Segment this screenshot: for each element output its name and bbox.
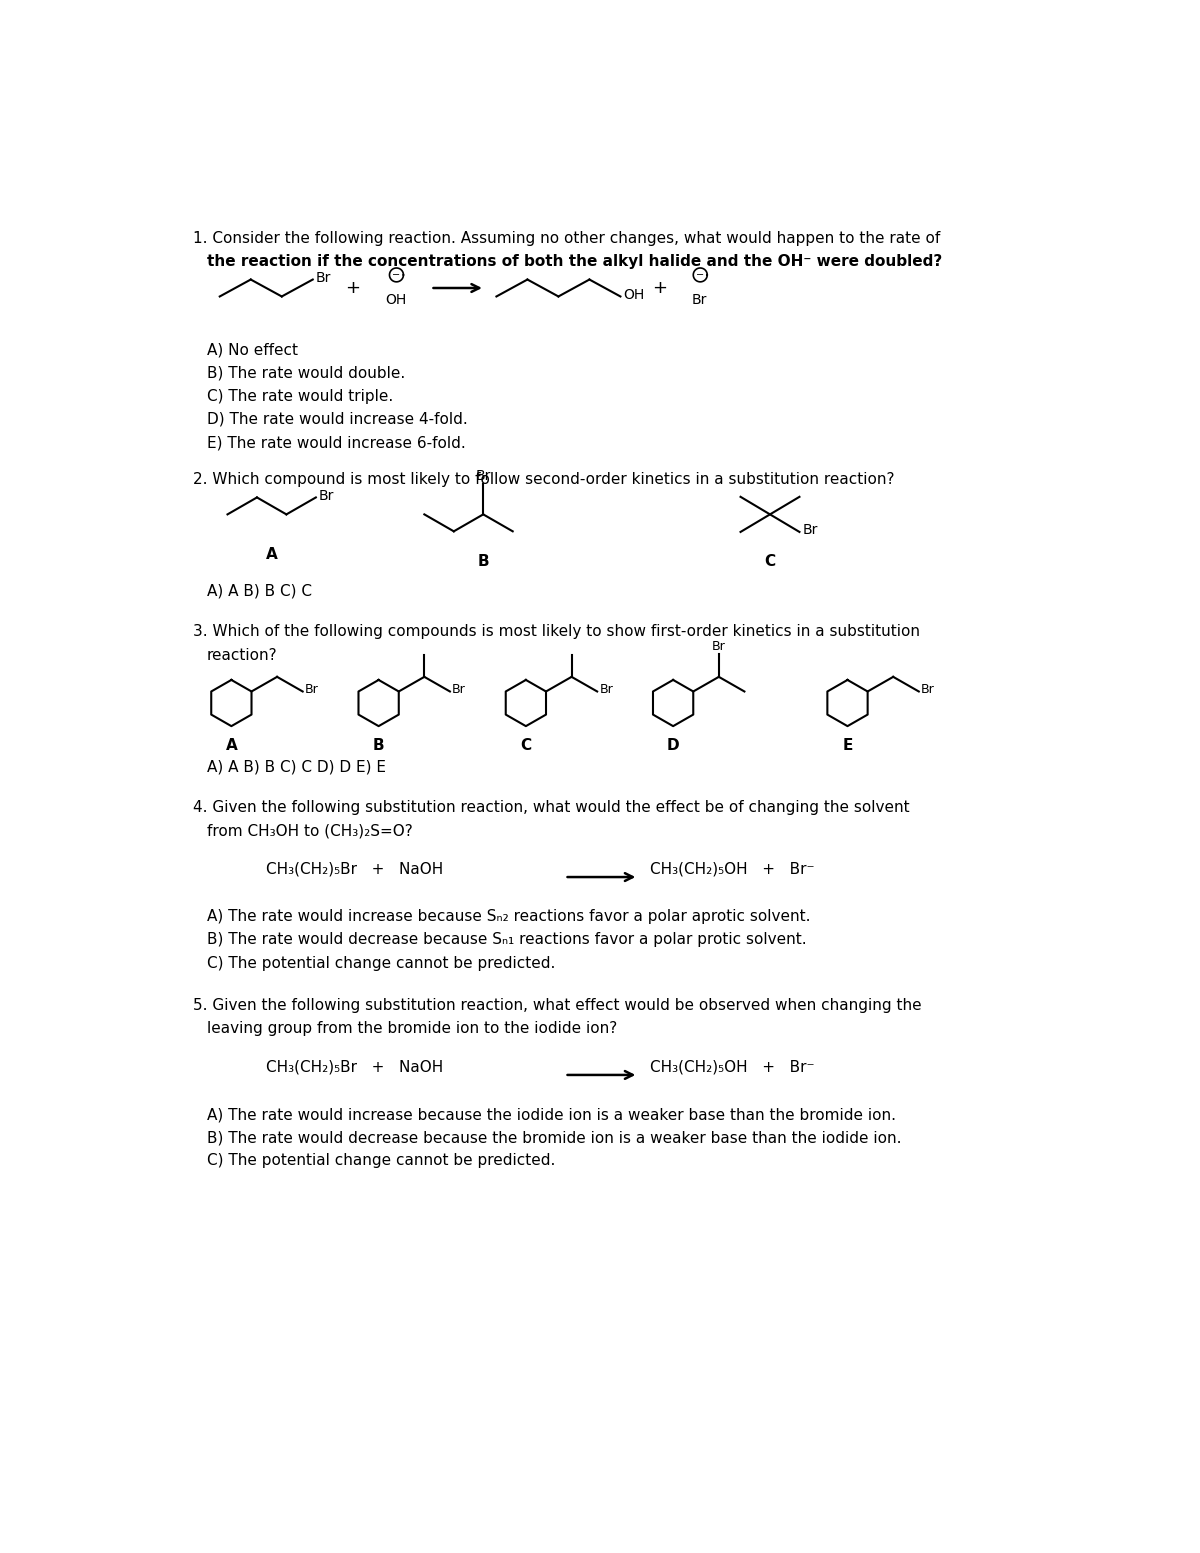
Text: Br: Br	[922, 683, 935, 696]
Text: C) The potential change cannot be predicted.: C) The potential change cannot be predic…	[206, 955, 554, 971]
Text: A) The rate would increase because the iodide ion is a weaker base than the brom: A) The rate would increase because the i…	[206, 1107, 895, 1123]
Text: B: B	[478, 554, 490, 570]
Text: from CH₃OH to (CH₃)₂S=O?: from CH₃OH to (CH₃)₂S=O?	[206, 823, 413, 839]
Text: CH₃(CH₂)₅Br   +   NaOH: CH₃(CH₂)₅Br + NaOH	[266, 1059, 444, 1075]
Text: 1. Consider the following reaction. Assuming no other changes, what would happen: 1. Consider the following reaction. Assu…	[193, 231, 940, 245]
Text: CH₃(CH₂)₅OH   +   Br⁻: CH₃(CH₂)₅OH + Br⁻	[650, 862, 815, 877]
Text: D: D	[667, 738, 679, 753]
Text: reaction?: reaction?	[206, 648, 277, 663]
Text: Br: Br	[712, 640, 726, 652]
Text: A) A B) B C) C D) D E) E: A) A B) B C) C D) D E) E	[206, 759, 385, 775]
Text: B: B	[373, 738, 384, 753]
Text: Br: Br	[475, 469, 491, 483]
Text: Br: Br	[305, 683, 319, 696]
Text: 3. Which of the following compounds is most likely to show first-order kinetics : 3. Which of the following compounds is m…	[193, 624, 919, 640]
Text: D) The rate would increase 4-fold.: D) The rate would increase 4-fold.	[206, 412, 467, 427]
Text: C: C	[521, 738, 532, 753]
Text: C) The rate would triple.: C) The rate would triple.	[206, 388, 392, 404]
Text: Br: Br	[600, 683, 613, 696]
Text: OH: OH	[624, 287, 644, 301]
Text: the reaction if the concentrations of both the alkyl halide and the OH⁻ were dou: the reaction if the concentrations of bo…	[206, 255, 942, 269]
Text: A) No effect: A) No effect	[206, 343, 298, 357]
Text: C: C	[764, 554, 775, 570]
Text: B) The rate would decrease because the bromide ion is a weaker base than the iod: B) The rate would decrease because the b…	[206, 1131, 901, 1146]
Text: A) The rate would increase because Sₙ₂ reactions favor a polar aprotic solvent.: A) The rate would increase because Sₙ₂ r…	[206, 910, 810, 924]
Text: B) The rate would decrease because Sₙ₁ reactions favor a polar protic solvent.: B) The rate would decrease because Sₙ₁ r…	[206, 932, 806, 947]
Text: 4. Given the following substitution reaction, what would the effect be of changi: 4. Given the following substitution reac…	[193, 800, 910, 815]
Text: E: E	[842, 738, 853, 753]
Text: Br: Br	[319, 489, 335, 503]
Text: A) A B) B C) C: A) A B) B C) C	[206, 584, 312, 598]
Text: +: +	[346, 280, 360, 297]
Text: +: +	[652, 280, 667, 297]
Text: OH: OH	[385, 294, 407, 307]
Text: C) The potential change cannot be predicted.: C) The potential change cannot be predic…	[206, 1154, 554, 1168]
Text: leaving group from the bromide ion to the iodide ion?: leaving group from the bromide ion to th…	[206, 1020, 617, 1036]
Text: A: A	[226, 738, 238, 753]
Text: E) The rate would increase 6-fold.: E) The rate would increase 6-fold.	[206, 435, 466, 450]
Text: A: A	[266, 547, 277, 562]
Text: Br: Br	[452, 683, 466, 696]
Text: Br: Br	[316, 270, 331, 286]
Text: −: −	[392, 270, 401, 280]
Text: CH₃(CH₂)₅Br   +   NaOH: CH₃(CH₂)₅Br + NaOH	[266, 862, 444, 877]
Text: Br: Br	[803, 523, 818, 537]
Text: 2. Which compound is most likely to follow second-order kinetics in a substituti: 2. Which compound is most likely to foll…	[193, 472, 894, 488]
Text: Br: Br	[691, 294, 707, 307]
Text: −: −	[696, 270, 704, 280]
Text: 5. Given the following substitution reaction, what effect would be observed when: 5. Given the following substitution reac…	[193, 999, 922, 1013]
Text: B) The rate would double.: B) The rate would double.	[206, 367, 404, 380]
Text: CH₃(CH₂)₅OH   +   Br⁻: CH₃(CH₂)₅OH + Br⁻	[650, 1059, 815, 1075]
